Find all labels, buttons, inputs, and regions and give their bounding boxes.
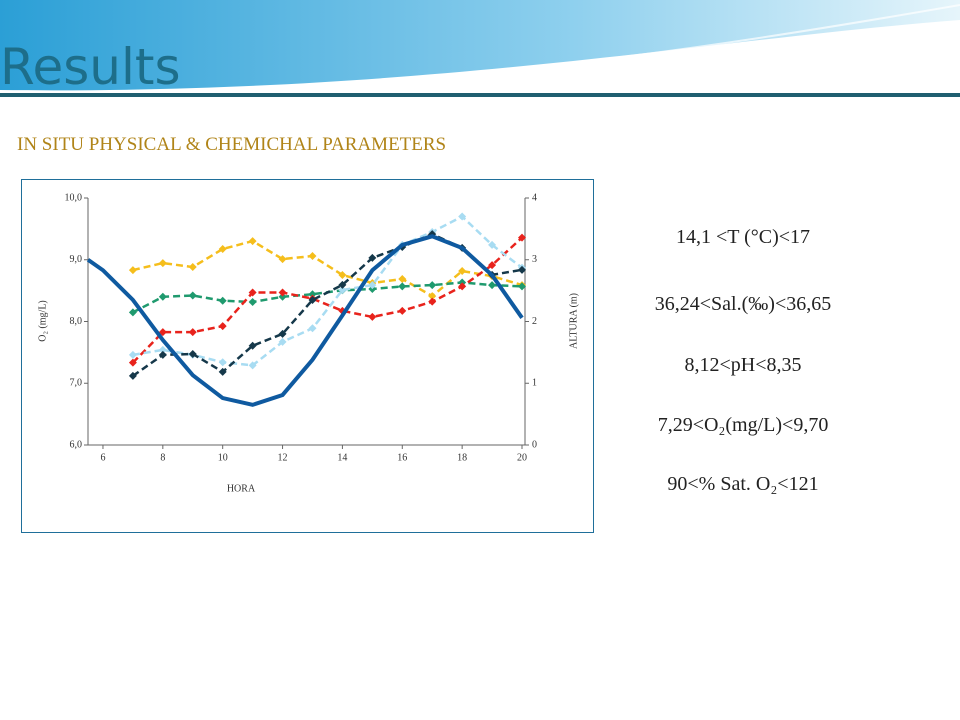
x-tick-label: 14 [337,452,347,463]
y2-axis-title: ALTURA (m) [568,293,579,349]
marker [128,350,137,359]
marker [278,288,287,297]
x-tick-label: 16 [397,452,407,463]
marker [308,296,317,305]
marker [338,286,347,295]
marker [128,358,137,367]
marker [248,298,257,306]
marker [158,328,167,337]
marker [338,280,347,289]
marker [128,371,137,380]
marker [398,282,407,291]
marker [488,281,497,290]
range: 90<% Sat. O₂<121 [667,473,819,495]
tide-line [86,234,524,407]
x-tick-label: 6 [100,452,105,463]
marker [218,245,227,254]
series-line [132,236,523,364]
marker [308,290,317,299]
marker [248,288,257,297]
marker [488,261,497,270]
x-tick-label: 10 [218,452,228,463]
x-tick-label: 18 [457,452,467,463]
marker [458,212,467,221]
header-band [0,0,960,97]
marker [188,291,197,300]
marker [278,337,287,346]
marker [368,312,377,321]
marker [458,267,467,276]
marker [428,281,437,290]
marker [368,281,377,290]
marker [308,252,317,261]
y-axis-title: O₂ (mg/L) [37,300,48,342]
marker [218,358,227,367]
y2-tick-label: 0 [532,439,537,450]
y-tick-label: 7,0 [70,378,83,389]
marker [398,306,407,315]
marker [428,230,437,239]
marker [158,350,167,359]
marker [278,329,287,338]
series-line [132,232,523,377]
x-tick-label: 20 [517,452,527,463]
marker [488,240,497,249]
marker [428,292,437,301]
y-tick-label: 9,0 [70,254,83,265]
marker [248,361,257,370]
range: 14,1 <T (°C)<17 [675,226,811,248]
marker [128,266,137,275]
marker [518,282,527,291]
marker [518,265,527,274]
marker [428,297,437,306]
y-tick-label: 6,0 [70,439,83,450]
range: 36,24<Sal.(‰)<36,65 [654,293,832,315]
marker [458,282,467,291]
chart: HORA O₂ (mg/L) ALTURA (m) 6 8 10 12 14 16 18 20… [21,179,594,533]
marker [278,292,287,301]
y2-tick-label: 4 [532,192,537,203]
marker [278,255,287,264]
marker [518,233,527,242]
marker [218,367,227,376]
y2-tick-label: 1 [532,378,537,389]
marker [218,296,227,305]
marker [368,253,377,262]
x-tick-label: 12 [278,452,288,463]
marker [128,308,137,317]
marker [158,292,167,301]
subtitle: IN SITU PHYSICAL & CHEMICHAL PARAMETERS [17,134,447,155]
marker [158,345,167,354]
title: Results [0,38,181,96]
marker [218,322,227,331]
marker [188,349,197,358]
x-tick-label: 8 [160,452,165,463]
marker [248,341,257,350]
marker [188,328,197,337]
x-axis-title: HORA [227,483,256,494]
y2-tick-label: 2 [532,316,537,327]
range: 7,29<O₂(mg/L)<9,70 [657,414,829,436]
y-tick-label: 10,0 [65,192,83,203]
marker [398,275,407,284]
range: 8,12<pH<8,35 [684,354,802,376]
marker [308,324,317,333]
series-line [132,239,523,298]
y2-tick-label: 3 [532,254,537,265]
y-tick-label: 8,0 [70,316,83,327]
marker [248,237,257,246]
marker [188,263,197,272]
marker [338,271,347,280]
marker [158,259,167,268]
